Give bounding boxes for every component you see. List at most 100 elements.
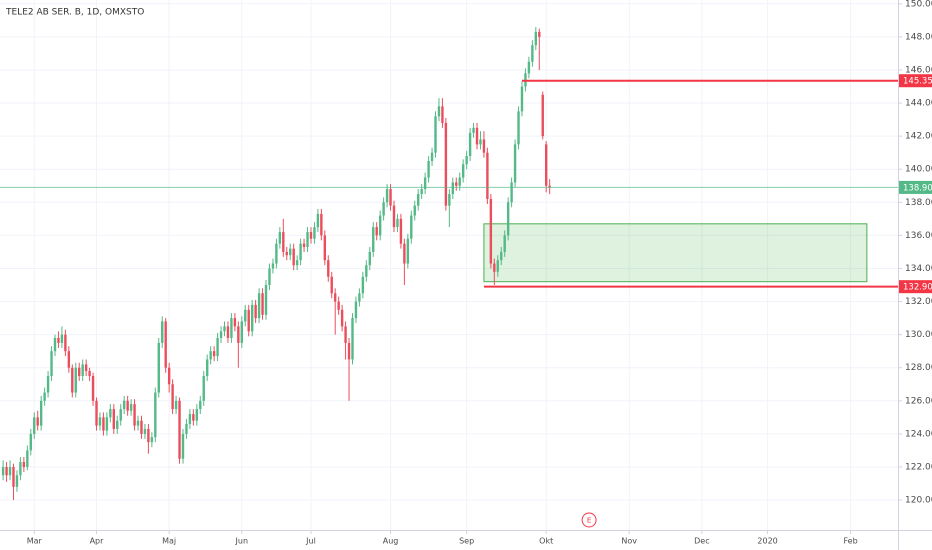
candle-body xyxy=(192,414,195,421)
candle-body xyxy=(413,205,416,216)
chart-title: TELE2 AB SER. B, 1D, OMXSTO xyxy=(5,8,144,18)
candle-body xyxy=(503,235,506,252)
candle-body xyxy=(185,423,188,434)
candle-body xyxy=(78,367,81,376)
candle-body xyxy=(278,232,282,244)
candle-body xyxy=(534,31,538,46)
candle-body xyxy=(455,182,458,186)
candle-body xyxy=(275,243,278,264)
candle-body xyxy=(216,337,219,357)
candle-body xyxy=(46,375,50,393)
y-tick-label: 122.00 xyxy=(905,462,932,472)
candle-body xyxy=(361,276,365,294)
candle-body xyxy=(468,132,472,156)
y-tick-label: 124.00 xyxy=(905,429,932,439)
candle-body xyxy=(126,400,129,411)
candle-body xyxy=(268,268,271,286)
candle-body xyxy=(403,243,406,264)
candle-body xyxy=(333,293,337,302)
price-label: 145.35 xyxy=(903,77,932,87)
y-tick-label: 128.00 xyxy=(905,363,932,373)
x-tick-label: Mar xyxy=(27,537,43,546)
y-tick-label: 136.00 xyxy=(905,231,932,241)
price-label: 132.90 xyxy=(903,283,932,293)
candle-body xyxy=(423,177,427,190)
y-tick-label: 150.00 xyxy=(905,0,932,9)
candle-body xyxy=(344,326,347,343)
price-label: 138.90 xyxy=(903,183,932,193)
candle-body xyxy=(250,304,254,332)
candle-body xyxy=(133,404,136,426)
x-tick-label: Jul xyxy=(305,537,316,546)
candle-body xyxy=(202,375,205,401)
x-tick-label: Feb xyxy=(844,537,858,546)
candle-body xyxy=(451,182,455,195)
candle-body xyxy=(109,409,112,418)
price-label-box xyxy=(899,180,932,194)
candle-body xyxy=(430,152,434,161)
candle-body xyxy=(382,202,385,216)
candle-body xyxy=(240,321,243,343)
candle-body xyxy=(527,61,531,74)
candle-body xyxy=(112,409,116,429)
plot: E xyxy=(0,26,898,528)
candle-body xyxy=(289,248,292,256)
candle-body xyxy=(88,371,91,376)
candle-body xyxy=(510,182,513,203)
x-tick-label: Apr xyxy=(90,537,105,546)
candle-body xyxy=(461,164,465,178)
candle-body xyxy=(29,433,32,451)
candle-body xyxy=(420,189,423,195)
candle-body xyxy=(8,466,12,476)
candle-body xyxy=(340,309,344,327)
candle-body xyxy=(337,301,340,310)
candle-body xyxy=(271,263,275,269)
candle-body xyxy=(306,232,309,247)
candle-body xyxy=(119,409,122,421)
candle-body xyxy=(226,326,230,338)
x-tick-label: Aug xyxy=(383,537,399,546)
candle-body xyxy=(434,116,437,153)
candle-body xyxy=(520,86,524,112)
candle-body xyxy=(330,276,333,294)
candle-body xyxy=(136,420,140,426)
candle-body xyxy=(102,417,105,431)
candle-body xyxy=(486,152,489,199)
candle-body xyxy=(36,417,39,426)
candle-body xyxy=(254,304,257,319)
candle-body xyxy=(60,334,64,343)
candle-body xyxy=(323,235,327,261)
candle-body xyxy=(64,334,67,352)
candle-body xyxy=(399,218,403,244)
candle-body xyxy=(122,400,126,410)
candle-body xyxy=(465,155,468,165)
candle-body xyxy=(223,326,226,332)
candle-body xyxy=(458,177,461,186)
candle-body xyxy=(43,392,46,401)
candle-body xyxy=(396,218,399,228)
x-tick-label: Dec xyxy=(694,537,709,546)
y-tick-label: 134.00 xyxy=(905,264,932,274)
candle-body xyxy=(206,359,209,376)
candle-body xyxy=(448,194,451,206)
y-tick-label: 144.00 xyxy=(905,99,932,109)
candle-body xyxy=(489,198,493,264)
candle-body xyxy=(233,318,237,327)
candle-body xyxy=(358,293,361,302)
x-tick-label: 2020 xyxy=(757,537,777,546)
candle-body xyxy=(472,127,475,133)
candle-body xyxy=(517,111,520,145)
candle-body xyxy=(299,243,302,261)
candle-body xyxy=(199,400,202,410)
candle-body xyxy=(212,351,216,357)
candle-body xyxy=(285,251,288,256)
candle-body xyxy=(67,351,71,368)
candle-body xyxy=(427,160,430,178)
candle-body xyxy=(150,437,154,443)
axes: 120.00 122.00 124.00 126.00 128.00 130.00 132.… xyxy=(27,0,932,546)
candle-body xyxy=(26,450,29,467)
candle-body xyxy=(116,420,119,429)
price-label-box xyxy=(899,280,932,294)
y-tick-label: 142.00 xyxy=(905,132,932,142)
